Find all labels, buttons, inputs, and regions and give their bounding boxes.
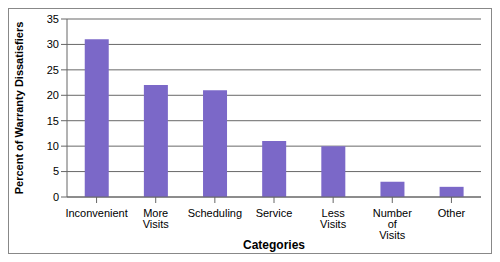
svg-text:0: 0 <box>53 191 59 203</box>
svg-text:MoreVisits: MoreVisits <box>143 207 170 230</box>
svg-text:10: 10 <box>47 140 59 152</box>
svg-text:35: 35 <box>47 13 59 25</box>
svg-text:Scheduling: Scheduling <box>188 207 242 219</box>
svg-text:NumberofVisits: NumberofVisits <box>373 207 412 241</box>
svg-text:30: 30 <box>47 38 59 50</box>
svg-text:LessVisits: LessVisits <box>320 207 347 230</box>
svg-text:Inconvenient: Inconvenient <box>65 207 127 219</box>
svg-text:5: 5 <box>53 165 59 177</box>
svg-text:Other: Other <box>438 207 466 219</box>
svg-text:Categories: Categories <box>243 238 305 252</box>
svg-text:Service: Service <box>256 207 293 219</box>
svg-text:25: 25 <box>47 64 59 76</box>
svg-text:20: 20 <box>47 89 59 101</box>
svg-text:Percent of Warranty Dissatisfi: Percent of Warranty Dissatisfiers <box>13 22 25 195</box>
svg-text:15: 15 <box>47 115 59 127</box>
